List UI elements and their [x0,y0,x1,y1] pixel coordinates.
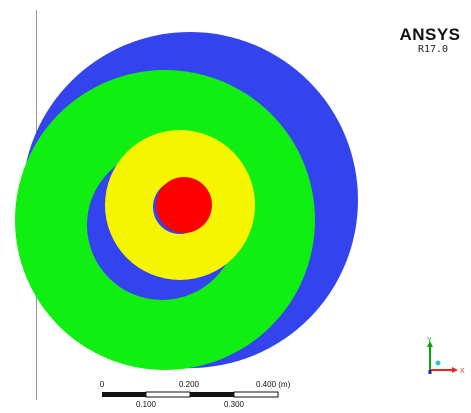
x-axis-arrowhead [452,367,458,373]
logo-version: R17.0 [417,44,449,55]
x-axis-label: X [460,368,465,375]
scale-segment-2 [145,391,191,398]
core-region[interactable] [156,177,212,233]
scale-label-0100: 0.100 [136,400,157,409]
scale-label-0300: 0.300 [224,400,245,409]
logo-title: ANSYS [399,25,461,44]
scale-segment-4 [233,391,279,398]
coordinate-triad[interactable]: Y X [410,335,470,380]
scale-bar: 0 0.200 0.400 (m) 0.100 0.300 [100,380,291,409]
scale-label-0: 0 [100,380,105,389]
y-axis-label: Y [427,337,432,344]
scale-label-0200: 0.200 [179,380,200,389]
scale-segment-1 [102,392,146,397]
ansys-logo: ANSYS R17.0 [398,25,462,56]
y-axis-arrowhead [427,341,433,347]
scale-segment-3 [190,392,234,397]
scale-label-0400: 0.400 (m) [256,380,291,389]
triad-center-dot [435,360,441,366]
